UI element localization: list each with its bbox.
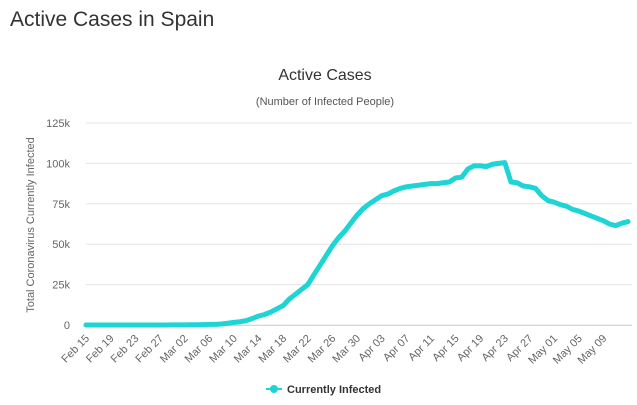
series-line [83, 160, 631, 328]
page-title: Active Cases in Spain [10, 8, 214, 31]
y-tick-label: 0 [64, 320, 70, 332]
x-tick-label: Apr 07 [381, 333, 412, 364]
legend-label: Currently Infected [287, 384, 381, 396]
chart-title: Active Cases [278, 67, 371, 84]
legend-marker [270, 385, 278, 393]
y-tick-label: 125k [46, 118, 70, 130]
chart-subtitle: (Number of Infected People) [256, 96, 394, 108]
y-tick-label: 75k [52, 199, 70, 211]
y-tick-label: 25k [52, 280, 70, 292]
x-tick-label: Mar 30 [330, 333, 363, 366]
y-tick-label: 100k [46, 158, 70, 170]
x-tick-label: Apr 23 [480, 333, 511, 364]
y-tick-label: 50k [52, 239, 70, 251]
x-tick-label: Apr 15 [430, 333, 461, 364]
y-axis-title: Total Coronavirus Currently Infected [25, 137, 37, 312]
x-tick-label: Apr 19 [455, 333, 486, 364]
x-tick-label: Apr 03 [356, 333, 387, 364]
